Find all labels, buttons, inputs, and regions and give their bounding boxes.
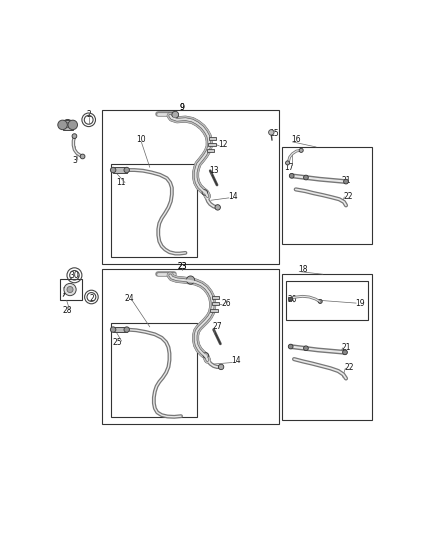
- Circle shape: [110, 327, 116, 332]
- Bar: [282, 147, 372, 244]
- Text: 17: 17: [284, 163, 294, 172]
- Circle shape: [64, 284, 76, 296]
- Bar: [212, 302, 219, 305]
- Circle shape: [290, 173, 294, 178]
- Bar: [208, 143, 215, 146]
- Bar: [288, 297, 293, 301]
- Text: 29: 29: [63, 287, 72, 296]
- Circle shape: [268, 130, 274, 135]
- Text: 13: 13: [209, 166, 219, 175]
- Bar: [207, 149, 214, 152]
- Text: 2: 2: [89, 294, 94, 303]
- Text: 30: 30: [70, 271, 79, 280]
- Text: 21: 21: [342, 176, 351, 185]
- Bar: [210, 309, 218, 312]
- Text: 26: 26: [221, 298, 231, 308]
- Circle shape: [288, 344, 293, 349]
- Text: 22: 22: [344, 192, 353, 201]
- Circle shape: [286, 161, 290, 165]
- Text: 1: 1: [65, 119, 70, 128]
- Circle shape: [203, 353, 208, 358]
- Circle shape: [124, 327, 130, 332]
- Text: 11: 11: [116, 178, 126, 187]
- Circle shape: [80, 154, 85, 159]
- Text: 20: 20: [288, 295, 297, 304]
- Text: 16: 16: [291, 135, 300, 144]
- Bar: [286, 281, 368, 320]
- Circle shape: [219, 364, 224, 370]
- Circle shape: [187, 276, 194, 284]
- Bar: [60, 279, 82, 301]
- Text: 3: 3: [72, 156, 77, 165]
- Text: 25: 25: [113, 337, 122, 346]
- Text: 12: 12: [218, 140, 227, 149]
- Text: 24: 24: [125, 294, 134, 303]
- Circle shape: [304, 175, 308, 180]
- Text: 14: 14: [232, 357, 241, 365]
- Text: 9: 9: [180, 103, 184, 112]
- Circle shape: [215, 205, 220, 210]
- Text: 9: 9: [180, 103, 184, 112]
- Circle shape: [343, 350, 347, 354]
- Circle shape: [344, 179, 348, 184]
- Circle shape: [299, 148, 303, 152]
- Text: 19: 19: [356, 298, 365, 308]
- Bar: [111, 324, 197, 417]
- Bar: [63, 120, 73, 130]
- Text: 10: 10: [137, 135, 146, 144]
- Bar: [102, 110, 279, 264]
- Bar: [111, 164, 197, 257]
- Text: 21: 21: [342, 343, 351, 352]
- Circle shape: [58, 120, 67, 130]
- Circle shape: [124, 167, 130, 173]
- Circle shape: [202, 190, 208, 195]
- Text: 2: 2: [86, 110, 91, 119]
- Circle shape: [110, 167, 116, 173]
- Circle shape: [68, 120, 78, 130]
- Text: 27: 27: [212, 322, 222, 332]
- Circle shape: [67, 286, 73, 293]
- Bar: [282, 274, 372, 420]
- Bar: [113, 167, 127, 173]
- Text: 22: 22: [345, 363, 354, 372]
- Circle shape: [65, 122, 71, 127]
- Text: 15: 15: [269, 129, 279, 138]
- Text: 18: 18: [298, 265, 307, 273]
- Circle shape: [172, 111, 179, 118]
- Text: 14: 14: [228, 192, 238, 201]
- Text: 23: 23: [177, 262, 187, 271]
- Bar: [212, 296, 219, 300]
- Circle shape: [318, 300, 322, 303]
- Bar: [102, 269, 279, 424]
- Text: 23: 23: [177, 262, 187, 271]
- Text: 28: 28: [63, 306, 72, 315]
- Circle shape: [304, 346, 308, 351]
- Bar: [113, 327, 127, 332]
- Circle shape: [62, 119, 73, 131]
- Bar: [208, 137, 216, 140]
- Circle shape: [72, 134, 77, 139]
